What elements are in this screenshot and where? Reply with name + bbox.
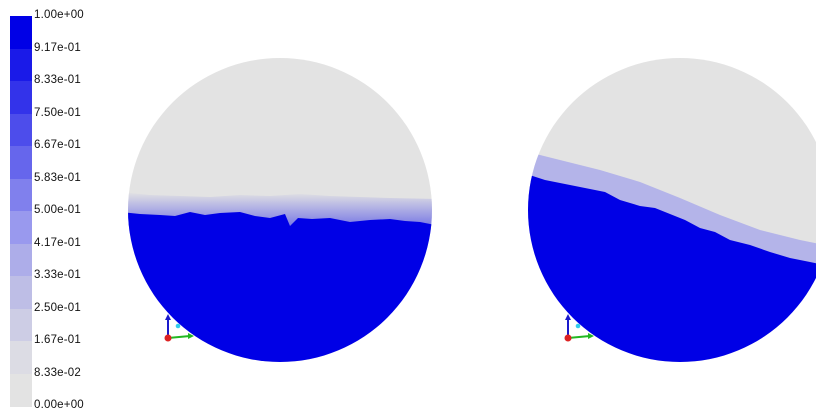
legend-swatch <box>10 16 32 50</box>
legend-swatch <box>10 341 32 375</box>
legend-label: 8.33e-02 <box>34 366 81 379</box>
legend-label: 5.00e-01 <box>34 204 81 216</box>
legend-swatch <box>10 373 32 407</box>
legend-swatch <box>10 113 32 147</box>
legend-label: 8.33e-01 <box>34 74 81 86</box>
legend-label: 9.17e-01 <box>34 41 81 54</box>
transition-band <box>528 150 816 280</box>
legend-swatch <box>10 276 32 310</box>
legend-label: 5.83e-01 <box>34 171 81 184</box>
legend-swatch <box>10 243 32 277</box>
axis-triad-left <box>164 314 194 342</box>
view-right <box>528 58 816 362</box>
legend-label: 6.67e-01 <box>34 139 81 151</box>
legend-label: 2.50e-01 <box>34 301 81 314</box>
legend-label: 0.00e+00 <box>34 399 84 411</box>
legend-swatch <box>10 178 32 212</box>
legend-label: 7.50e-01 <box>34 106 81 119</box>
view-left <box>128 58 432 362</box>
legend-label: 4.17e-01 <box>34 236 81 249</box>
legend-swatch <box>10 146 32 180</box>
legend-label: 3.33e-01 <box>34 269 81 281</box>
legend-swatch <box>10 308 32 342</box>
color-legend: 1.00e+00 9.17e-01 8.33e-01 7.50e-01 6.67e-01… <box>0 0 120 412</box>
axis-triad-right <box>564 314 594 342</box>
legend-swatch <box>10 81 32 115</box>
filled-region <box>528 172 816 362</box>
legend-swatch <box>10 211 32 245</box>
legend-label: 1.00e+00 <box>34 9 84 21</box>
legend-label: 1.67e-01 <box>34 334 81 346</box>
filled-region <box>128 212 432 362</box>
legend-swatch <box>10 48 32 82</box>
